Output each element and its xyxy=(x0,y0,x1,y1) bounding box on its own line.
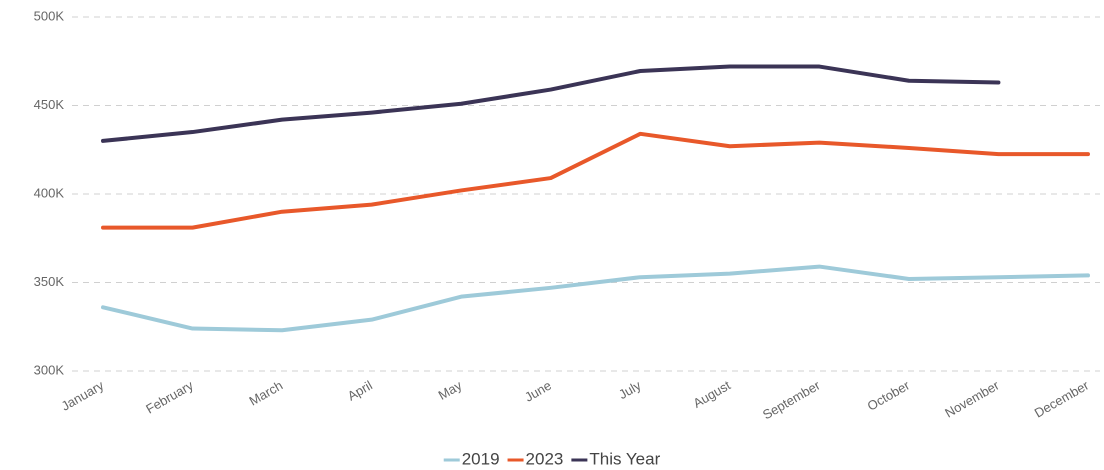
legend-label: 2023 xyxy=(526,449,564,468)
series-line xyxy=(101,264,1090,333)
x-tick-label: June xyxy=(522,378,554,405)
series-line xyxy=(101,131,1090,230)
y-tick-label: 500K xyxy=(34,8,65,23)
y-tick-label: 450K xyxy=(34,97,65,112)
x-tick-label: March xyxy=(247,378,286,409)
x-tick-label: August xyxy=(690,377,733,410)
x-tick-label: July xyxy=(616,377,644,402)
x-tick-label: September xyxy=(760,377,823,422)
x-tick-label: April xyxy=(345,378,375,404)
legend-label: 2019 xyxy=(462,449,500,468)
x-tick-label: November xyxy=(942,377,1002,420)
y-tick-label: 400K xyxy=(34,185,65,200)
y-tick-label: 300K xyxy=(34,362,65,377)
y-tick-label: 350K xyxy=(34,274,65,289)
x-tick-label: January xyxy=(59,377,107,413)
legend-label: This Year xyxy=(589,449,660,468)
x-tick-label: February xyxy=(143,377,196,416)
x-tick-label: October xyxy=(865,377,913,413)
series-line xyxy=(101,64,1001,143)
x-tick-label: December xyxy=(1032,377,1092,420)
x-tick-label: May xyxy=(436,377,465,403)
